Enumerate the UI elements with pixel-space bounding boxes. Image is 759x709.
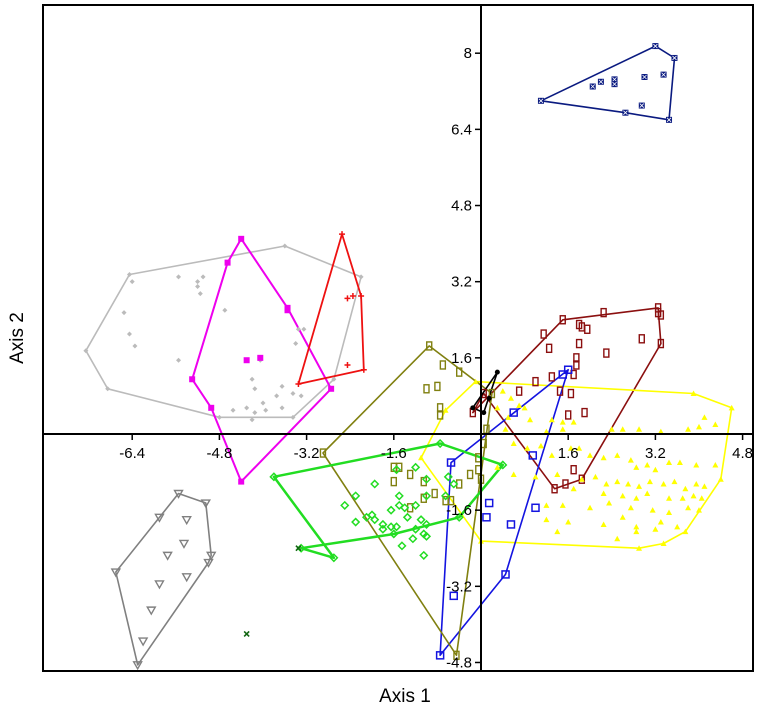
x-tick-label: 1.6 <box>558 445 579 462</box>
y-tick-label: -1.6 <box>446 502 472 519</box>
convex-hulls <box>85 45 733 666</box>
x-tick-label: -4.8 <box>206 445 232 462</box>
x-tick-label: -1.6 <box>381 445 407 462</box>
x-tick-label: -6.4 <box>119 445 145 462</box>
y-tick-label: 8 <box>464 45 472 62</box>
hull-magenta-group <box>191 237 333 483</box>
series-black-group <box>470 369 500 416</box>
hull-yellow-group <box>420 380 733 550</box>
y-tick-label: -3.2 <box>446 578 472 595</box>
hull-bright-green-group <box>272 442 505 560</box>
y-axis-ticks: 8 6.4 4.8 3.2 1.6 -1.6 -3.2 -4.8 <box>446 45 481 671</box>
series-light-gray-group <box>83 243 364 423</box>
series-red-group <box>295 231 367 388</box>
series-dark-gray-group <box>110 489 217 671</box>
series-magenta-group <box>189 235 335 485</box>
x-tick-label: 4.8 <box>732 445 753 462</box>
hull-red-group <box>297 233 365 385</box>
y-tick-label: 3.2 <box>451 274 472 291</box>
hull-light-gray-group <box>85 245 362 419</box>
series-dark-red-group <box>469 303 665 494</box>
hull-blue-group <box>439 368 570 657</box>
hull-olive-group <box>322 345 493 657</box>
x-axis-title: Axis 1 <box>379 686 431 707</box>
series-blue-group <box>435 365 573 660</box>
x-tick-label: -3.2 <box>294 445 320 462</box>
series-dark-green-singletons <box>243 545 302 637</box>
y-tick-label: -4.8 <box>446 654 472 671</box>
plot-frame <box>42 4 754 672</box>
y-tick-label: 1.6 <box>451 350 472 367</box>
x-axis-ticks: -6.4 -4.8 -3.2 -1.6 1.6 3.2 4.8 <box>119 434 753 462</box>
series-yellow-group <box>418 378 735 551</box>
y-axis-title: Axis 2 <box>7 312 28 364</box>
x-tick-label: 3.2 <box>645 445 666 462</box>
data-points <box>83 43 735 671</box>
y-tick-label: 6.4 <box>451 121 472 138</box>
hull-dark-gray-group <box>115 492 212 666</box>
hull-navy-group <box>540 45 676 121</box>
series-bright-green-group <box>269 438 508 563</box>
y-tick-label: 4.8 <box>451 198 472 215</box>
series-navy-group <box>537 43 678 123</box>
